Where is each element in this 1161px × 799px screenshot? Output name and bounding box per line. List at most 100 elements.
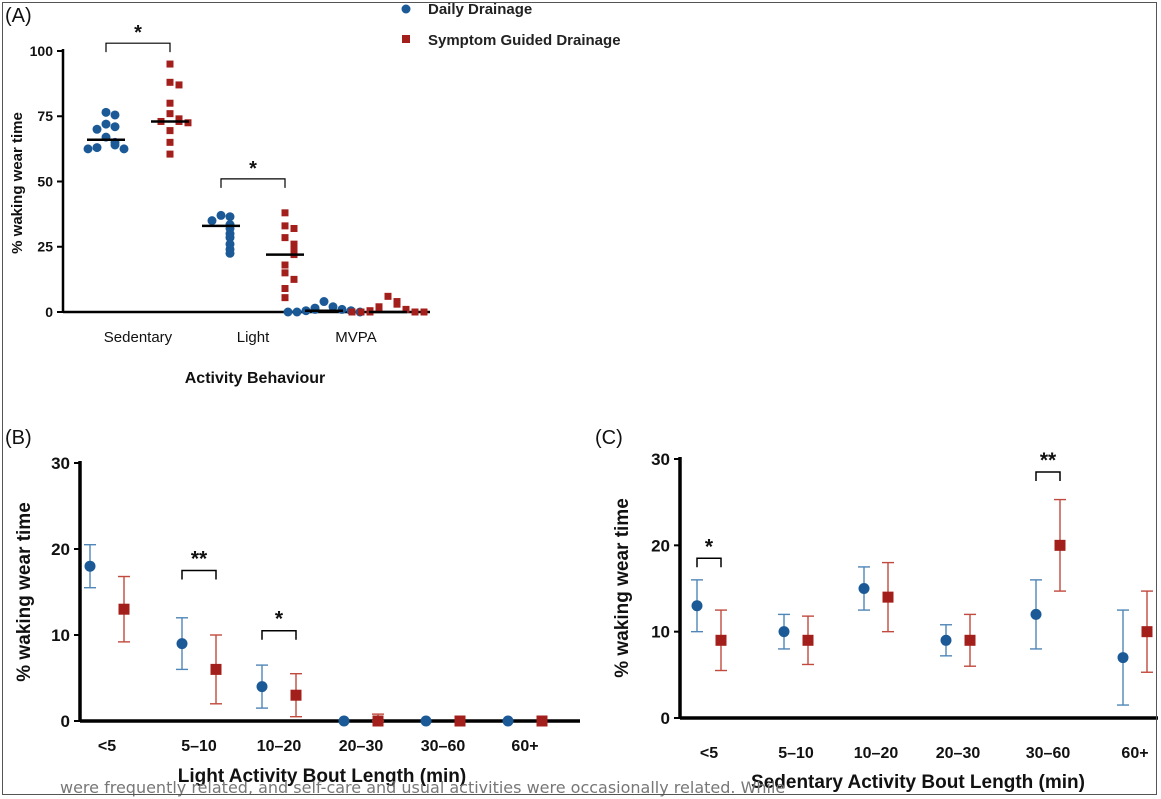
panel-c-point-symptom xyxy=(882,591,894,603)
panel-a-point-symptom xyxy=(281,294,289,302)
panel-a-y-tick-label: 25 xyxy=(37,239,53,255)
panel-b-point-daily xyxy=(502,715,514,727)
panel-c-marks xyxy=(691,498,1153,706)
panel-a-point-symptom xyxy=(184,119,192,127)
legend-symptom-label: Symptom Guided Drainage xyxy=(428,32,621,49)
panel-b-y-tick-label: 0 xyxy=(61,712,70,731)
panel-b-x-tick-label: 30–60 xyxy=(421,738,466,755)
panel-a-point-daily xyxy=(225,248,235,258)
panel-b-point-daily xyxy=(338,715,350,727)
panel-b-point-symptom xyxy=(454,715,466,727)
panel-b-ticks: 0 10 20 30 <5 5–10 10–20 20–30 30–60 60+ xyxy=(51,454,538,755)
panel-b-significance-label: ** xyxy=(191,548,208,571)
panel-a-point-symptom xyxy=(281,285,289,293)
panel-a-point-symptom xyxy=(420,308,428,316)
panel-a-point-daily xyxy=(101,119,111,129)
panel-c-x-tick-label: 20–30 xyxy=(936,745,981,762)
panel-a-point-daily xyxy=(225,212,235,222)
legend-daily-label: Daily Drainage xyxy=(428,1,532,18)
panel-a-significance-label: * xyxy=(134,22,142,44)
panel-a-point-symptom xyxy=(166,110,174,118)
panel-a-point-daily xyxy=(319,297,329,307)
panel-a-point-symptom xyxy=(290,275,298,283)
panel-a-point-daily xyxy=(292,307,302,317)
panel-a-point-daily xyxy=(92,143,102,153)
panel-b-significance-bracket xyxy=(261,629,297,640)
panel-a-point-daily xyxy=(83,144,93,154)
panel-a-x-tick-label: Sedentary xyxy=(104,329,173,346)
panel-a: (A) % waking wear time Activity Behaviou… xyxy=(5,5,430,387)
panel-c-point-symptom xyxy=(1141,626,1153,638)
panel-a-significance-label: * xyxy=(249,158,257,180)
panel-a-y-tick-label: 100 xyxy=(30,43,54,59)
panel-a-point-symptom xyxy=(290,240,298,248)
panel-a-point-daily xyxy=(216,210,226,220)
panel-a-y-tick-label: 75 xyxy=(37,108,53,124)
panel-c-point-daily xyxy=(691,600,703,612)
panel-a-point-symptom xyxy=(166,78,174,86)
panel-c-significance-label: ** xyxy=(1040,449,1057,472)
panel-b-y-tick-label: 20 xyxy=(51,540,70,559)
panel-b-point-symptom xyxy=(118,603,130,615)
panel-b-significance-label: * xyxy=(275,608,284,631)
panel-a-point-symptom xyxy=(166,99,174,107)
panel-c-significance-label: * xyxy=(705,535,714,558)
panel-a-point-symptom xyxy=(384,292,392,300)
legend-daily-marker xyxy=(401,4,411,14)
panel-a-point-daily xyxy=(337,304,347,314)
panel-a-marks xyxy=(83,60,428,317)
panel-c-significance-bracket xyxy=(1035,471,1061,481)
legend-symptom-marker xyxy=(402,35,410,43)
panel-a-point-symptom xyxy=(281,209,289,217)
panel-a-point-symptom xyxy=(281,222,289,230)
panel-b-x-tick-label: 20–30 xyxy=(339,738,384,755)
panel-a-point-symptom xyxy=(357,308,365,316)
panel-c-significance-bracket xyxy=(696,557,722,568)
panel-b-point-symptom xyxy=(372,715,384,727)
panel-a-point-daily xyxy=(328,302,338,312)
panel-c-x-tick-label: 30–60 xyxy=(1026,745,1071,762)
panel-b-y-tick-label: 10 xyxy=(51,626,70,645)
panel-a-point-symptom xyxy=(348,308,356,316)
panel-a-label: (A) xyxy=(5,5,32,27)
panel-a-point-daily xyxy=(110,110,120,120)
panel-c-ylabel: % waking wear time xyxy=(612,498,633,678)
panel-c-ticks: 0 10 20 30 <5 5–10 10–20 20–30 30–60 60+ xyxy=(651,450,1148,762)
panel-a-point-symptom xyxy=(166,150,174,158)
panel-c-point-daily xyxy=(778,626,790,638)
panel-c-point-daily xyxy=(940,634,952,646)
panel-a-point-symptom xyxy=(290,245,298,253)
panel-a-point-symptom xyxy=(175,81,183,89)
panel-a-point-symptom xyxy=(393,300,401,308)
panel-b-y-tick-label: 30 xyxy=(51,454,70,473)
panel-a-point-symptom xyxy=(166,127,174,135)
panel-b: (B) % waking wear time Light Activity Bo… xyxy=(5,427,580,787)
panel-a-significance-bracket xyxy=(105,42,171,53)
panel-a-point-daily xyxy=(283,307,293,317)
panel-a-point-symptom xyxy=(166,60,174,68)
panel-a-point-daily xyxy=(310,304,320,314)
panel-c-point-symptom xyxy=(1054,539,1066,551)
panel-c-x-tick-label: <5 xyxy=(700,745,718,762)
panel-a-point-symptom xyxy=(281,234,289,242)
panel-a-point-daily xyxy=(225,233,235,243)
panel-a-y-tick-label: 50 xyxy=(37,173,53,189)
panel-a-significance-bracket xyxy=(220,178,286,188)
panel-c-point-symptom xyxy=(802,634,814,646)
panel-b-label: (B) xyxy=(5,427,32,449)
panel-b-point-symptom xyxy=(290,689,302,701)
panel-a-annotations: ** xyxy=(105,22,286,188)
panel-c-point-symptom xyxy=(715,634,727,646)
panel-a-point-symptom xyxy=(375,305,383,313)
panel-c-point-symptom xyxy=(964,634,976,646)
panel-c-point-daily xyxy=(1030,608,1042,620)
panel-b-point-symptom xyxy=(536,715,548,727)
panel-a-point-symptom xyxy=(411,308,419,316)
page-text-fragment: were frequently related, and self-care a… xyxy=(60,778,786,797)
panel-b-x-tick-label: 60+ xyxy=(511,738,538,755)
panel-b-point-daily xyxy=(176,638,188,650)
panel-a-xlabel: Activity Behaviour xyxy=(185,370,325,387)
legend: Daily Drainage Symptom Guided Drainage xyxy=(401,1,621,49)
panel-a-point-daily xyxy=(110,122,120,132)
panel-a-axes xyxy=(61,49,430,314)
